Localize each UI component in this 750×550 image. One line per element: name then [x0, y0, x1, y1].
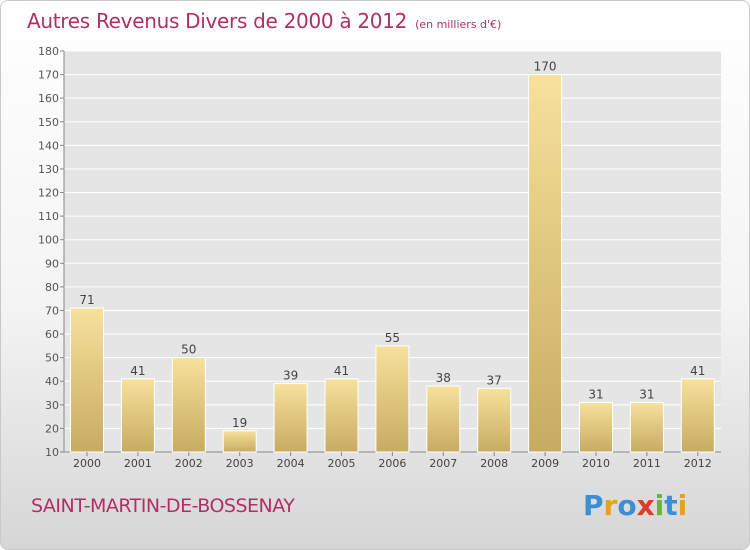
bar: [120, 378, 155, 453]
y-tick-label: 130: [38, 163, 59, 176]
x-tick-label: 2009: [531, 457, 559, 470]
logo-letter: t: [664, 489, 678, 522]
y-tick-label: 20: [45, 422, 59, 435]
bar: [680, 378, 715, 453]
y-tick-label: 100: [38, 234, 59, 247]
y-tick-label: 30: [45, 399, 59, 412]
bar: [528, 74, 563, 453]
chart-title-main: Autres Revenus Divers de 2000 à 2012: [27, 9, 408, 33]
logo-letter: o: [617, 489, 637, 522]
y-tick-label: 70: [45, 304, 59, 317]
bar: [375, 345, 410, 453]
y-tick-label: 160: [38, 92, 59, 105]
y-tick-label: 90: [45, 257, 59, 270]
y-tick-label: 140: [38, 139, 59, 152]
x-tick-label: 2004: [277, 457, 305, 470]
y-tick-label: 40: [45, 375, 59, 388]
bar-value-label: 39: [283, 369, 298, 383]
y-tick-label: 50: [45, 352, 59, 365]
bar: [222, 430, 257, 453]
bar-value-label: 50: [181, 343, 196, 357]
x-tick-label: 2002: [175, 457, 203, 470]
y-tick-label: 80: [45, 281, 59, 294]
y-tick-label: 110: [38, 210, 59, 223]
bar: [171, 357, 206, 453]
x-tick-label: 2003: [226, 457, 254, 470]
chart-title: Autres Revenus Divers de 2000 à 2012 (en …: [27, 9, 501, 33]
y-tick-label: 170: [38, 69, 59, 82]
x-tick-label: 2008: [480, 457, 508, 470]
bar-value-label: 38: [436, 371, 451, 385]
bar-value-label: 55: [385, 331, 400, 345]
bar-value-label: 170: [534, 60, 557, 74]
logo-letter: i: [677, 489, 688, 522]
y-tick-label: 60: [45, 328, 59, 341]
x-tick-label: 2005: [328, 457, 356, 470]
commune-name: SAINT-MARTIN-DE-BOSSENAY: [31, 495, 295, 517]
x-tick-label: 2010: [582, 457, 610, 470]
logo-letter: i: [654, 489, 665, 522]
x-tick-label: 2001: [124, 457, 152, 470]
bar: [579, 401, 613, 453]
x-axis: 2000 2001 2002 2003 2004 2005 2006 2007 2008 2009…: [73, 452, 712, 470]
y-tick-label: 120: [38, 187, 59, 200]
x-tick-label: 2000: [73, 457, 101, 470]
logo-letter: P: [583, 489, 604, 522]
bar-value-label: 37: [487, 373, 502, 387]
bar-value-label: 41: [130, 364, 145, 378]
bar: [426, 385, 461, 453]
proxiti-logo: Proxiti: [583, 489, 687, 522]
y-axis: 10 20 30 40 50 60 70 80 90 100 110 120 130 140 150 160 1…: [38, 45, 721, 459]
bar-value-label: 41: [690, 364, 705, 378]
x-tick-label: 2012: [684, 457, 712, 470]
bar-value-label: 41: [334, 364, 349, 378]
y-tick-label: 180: [38, 45, 59, 58]
y-tick-label: 150: [38, 116, 59, 129]
x-tick-label: 2011: [633, 457, 661, 470]
chart-title-unit: (en milliers d'€): [415, 18, 502, 31]
bar-value-label: 31: [588, 387, 603, 401]
y-tick-label: 10: [45, 446, 59, 459]
logo-letter: r: [603, 489, 618, 522]
bar: [324, 378, 359, 453]
bar: [273, 383, 308, 453]
bar: [477, 387, 512, 453]
x-tick-label: 2006: [378, 457, 406, 470]
bar: [70, 307, 104, 453]
bar-value-label: 71: [79, 293, 94, 307]
bar-value-label: 31: [639, 387, 654, 401]
x-tick-label: 2007: [429, 457, 457, 470]
bar-value-label: 19: [232, 416, 247, 430]
logo-letter: x: [636, 489, 655, 522]
bar: [629, 401, 664, 453]
bars: 71 41 50 19 39 41 55 38 37 170 31 31 41: [70, 60, 715, 453]
